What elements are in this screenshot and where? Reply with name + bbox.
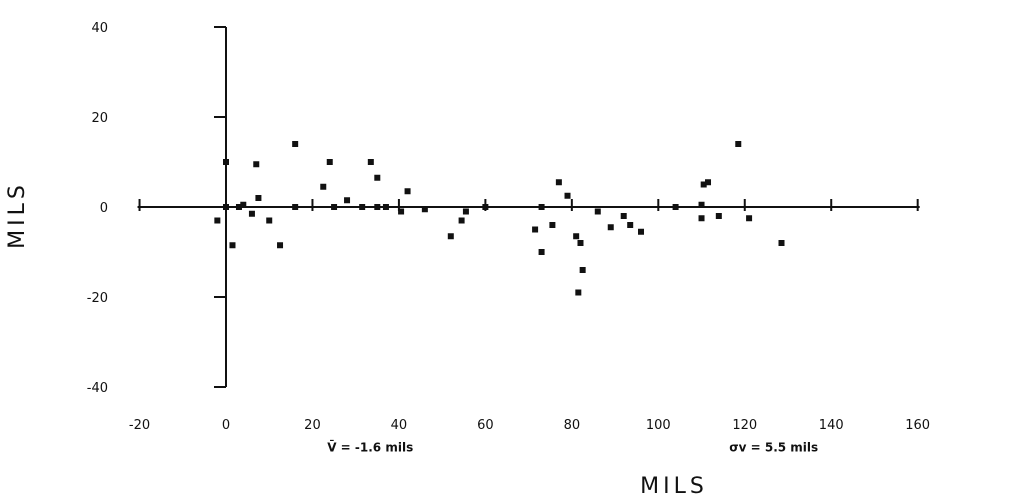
x-tick-label: -20	[129, 418, 150, 433]
data-point	[715, 213, 722, 219]
data-point	[421, 206, 428, 213]
data-point	[564, 192, 571, 199]
data-point	[549, 222, 556, 228]
x-tick-label: 60	[477, 418, 494, 433]
data-point	[398, 208, 405, 215]
data-point	[382, 204, 389, 210]
data-point	[320, 183, 327, 190]
data-point	[735, 141, 742, 147]
data-point	[266, 217, 273, 224]
data-point	[607, 224, 614, 231]
y-tick-label: 20	[91, 111, 108, 126]
x-tick-label: 140	[819, 418, 844, 433]
y-tick-label: 40	[91, 21, 108, 36]
data-point	[374, 174, 381, 181]
y-ticks: -40 -20 0 20 40	[87, 21, 226, 396]
stat-annotation: V̄ = -1.6 mils	[327, 439, 413, 454]
x-ticks: -20 0 20 40 60 80 100 120 140 160	[129, 199, 930, 433]
data-point	[705, 179, 712, 186]
data-point	[672, 204, 679, 210]
data-point	[577, 240, 584, 246]
data-point	[277, 242, 284, 249]
y-tick-label: 0	[100, 201, 108, 216]
data-point	[331, 204, 338, 210]
data-point	[326, 159, 333, 165]
x-tick-label: 40	[391, 418, 408, 433]
data-point	[638, 228, 645, 235]
data-point	[579, 267, 586, 273]
data-point	[253, 161, 260, 168]
data-point	[482, 204, 489, 210]
data-point	[447, 233, 454, 240]
data-point	[255, 195, 262, 201]
stat-annotation: σv = 5.5 mils	[729, 441, 818, 455]
data-point	[620, 213, 627, 219]
x-tick-label: 160	[905, 418, 930, 433]
data-point	[248, 210, 255, 217]
data-point	[240, 201, 247, 208]
data-point	[367, 159, 374, 165]
data-point	[698, 201, 705, 208]
data-point	[538, 204, 545, 210]
data-point	[700, 181, 707, 188]
data-point	[292, 204, 299, 210]
data-point	[458, 217, 465, 224]
y-tick-label: -20	[87, 291, 108, 306]
data-points	[214, 141, 785, 296]
data-point	[404, 188, 411, 195]
data-point	[292, 141, 299, 147]
data-point	[344, 197, 351, 204]
axes	[137, 27, 920, 387]
data-point	[555, 179, 562, 186]
data-point	[229, 242, 236, 249]
x-tick-label: 0	[222, 418, 230, 433]
data-point	[698, 215, 705, 222]
data-point	[746, 215, 753, 222]
x-axis-title: MILS	[640, 474, 708, 499]
data-point	[223, 204, 229, 210]
x-tick-label: 20	[304, 418, 321, 433]
annotations: V̄ = -1.6 mils σv = 5.5 mils	[327, 439, 818, 454]
data-point	[575, 289, 582, 296]
data-point	[223, 159, 229, 165]
y-axis-title: MILS	[5, 181, 30, 249]
data-point	[778, 240, 785, 246]
x-tick-label: 100	[646, 418, 671, 433]
x-tick-label: 120	[732, 418, 757, 433]
data-point	[214, 217, 221, 224]
data-point	[462, 208, 469, 215]
data-point	[573, 233, 580, 240]
x-tick-label: 80	[564, 418, 581, 433]
data-point	[374, 204, 381, 210]
data-point	[359, 204, 366, 210]
data-point	[538, 249, 545, 255]
y-tick-label: -40	[87, 381, 108, 396]
data-point	[594, 208, 601, 215]
data-point	[627, 222, 634, 228]
data-point	[235, 204, 242, 210]
data-point	[532, 226, 539, 233]
